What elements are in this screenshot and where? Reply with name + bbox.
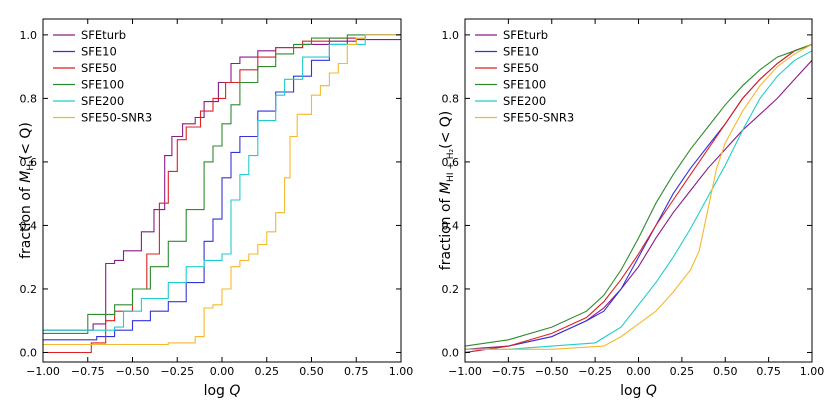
x-tick-label: 0.50 bbox=[299, 365, 324, 378]
legend-label: SFE100 bbox=[503, 78, 546, 92]
y-axis-label: fraction of MH₂(< Q) bbox=[18, 122, 36, 259]
x-tick-label: −0.75 bbox=[492, 365, 526, 378]
y-tick-label: 0.0 bbox=[20, 346, 38, 359]
legend-label: SFE50 bbox=[81, 61, 117, 75]
x-tick-label: −0.50 bbox=[535, 365, 569, 378]
x-tick-label: −1.00 bbox=[26, 365, 60, 378]
x-tick-label: −0.75 bbox=[71, 365, 105, 378]
legend-label: SFE10 bbox=[503, 45, 539, 59]
legend-label: SFE10 bbox=[81, 45, 117, 59]
y-tick-label: 0.6 bbox=[20, 156, 38, 169]
legend: SFEturb SFE10 SFE50 SFE100 SFE200 SFE50-SNR3 bbox=[53, 28, 152, 125]
y-tick-label: 0.2 bbox=[20, 283, 38, 296]
y-axis-label: fraction of MHI + H₂(< Q) bbox=[438, 111, 456, 270]
y-tick-label: 0.6 bbox=[442, 156, 460, 169]
y-tick-label: 0.8 bbox=[20, 92, 38, 105]
x-tick-label: −1.00 bbox=[448, 365, 482, 378]
x-tick-label: 0.25 bbox=[670, 365, 695, 378]
legend-label: SFE200 bbox=[81, 94, 124, 108]
legend-label: SFE100 bbox=[81, 78, 124, 92]
x-tick-label: −0.25 bbox=[160, 365, 194, 378]
series-lines bbox=[43, 34, 401, 354]
legend: SFEturb SFE10 SFE50 SFE100 SFE200 SFE50-SNR3 bbox=[475, 28, 574, 125]
left-panel: −1.00 −0.75 −0.50 −0.25 0.00 0.25 0.50 0.75 1.00… bbox=[18, 18, 414, 399]
y-tick-label: 0.4 bbox=[20, 219, 38, 232]
y-tick-label: 1.0 bbox=[442, 29, 460, 42]
series-line-sfe50-snr3 bbox=[43, 34, 401, 346]
series-line-sfe50 bbox=[465, 43, 812, 354]
x-tick-label: 1.00 bbox=[389, 365, 414, 378]
x-tick-label: −0.25 bbox=[578, 365, 612, 378]
legend-label: SFEturb bbox=[81, 28, 126, 42]
series-line-sfe100 bbox=[465, 43, 812, 347]
legend-label: SFEturb bbox=[503, 28, 548, 42]
x-tick-label: 0.00 bbox=[626, 365, 651, 378]
y-tick-label: 0.0 bbox=[442, 346, 460, 359]
series-lines bbox=[465, 43, 812, 354]
legend-label: SFE200 bbox=[503, 94, 546, 108]
x-tick-label: 0.75 bbox=[344, 365, 369, 378]
series-line-sfe10 bbox=[43, 34, 401, 341]
series-line-sfe100 bbox=[43, 34, 401, 334]
x-tick-label: −0.50 bbox=[116, 365, 150, 378]
x-tick-label: 0.00 bbox=[210, 365, 235, 378]
series-line-sfe50-snr3 bbox=[465, 43, 812, 350]
y-tick-label: 0.8 bbox=[442, 92, 460, 105]
x-tick-label: 0.25 bbox=[255, 365, 280, 378]
y-tick-label: 0.4 bbox=[442, 219, 460, 232]
legend-label: SFE50-SNR3 bbox=[503, 111, 574, 125]
legend-label: SFE50 bbox=[503, 61, 539, 75]
y-tick-label: 1.0 bbox=[20, 29, 38, 42]
x-tick-label: 0.50 bbox=[713, 365, 738, 378]
series-line-sfe200 bbox=[43, 34, 401, 331]
series-line-sfe200 bbox=[465, 50, 812, 350]
legend-label: SFE50-SNR3 bbox=[81, 111, 152, 125]
right-panel: −1.00 −0.75 −0.50 −0.25 0.00 0.25 0.50 0.75 1.00… bbox=[438, 18, 825, 399]
x-tick-label: 1.00 bbox=[800, 365, 825, 378]
x-axis-label: log Q bbox=[620, 383, 657, 399]
y-tick-label: 0.2 bbox=[442, 283, 460, 296]
x-tick-label: 0.75 bbox=[756, 365, 781, 378]
x-axis-label: log Q bbox=[204, 383, 241, 399]
